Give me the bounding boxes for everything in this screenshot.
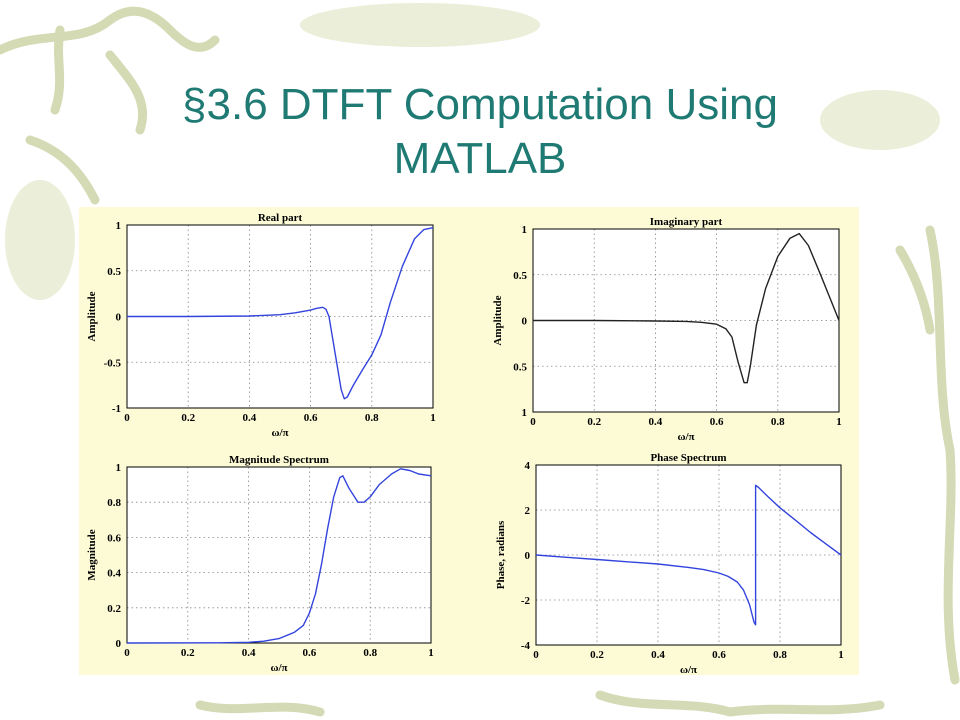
x-tick-label: 0.4 (243, 412, 257, 424)
chart-1: 0 0.2 0.4 0.6 0.8 1 1 0.5 0 -0.5 -1 Real part ω/π Amp… (86, 212, 436, 439)
matlab-figure: 0 0.2 0.4 0.6 0.8 1 1 0.5 0 -0.5 -1 Real part ω/π Amp… (86, 212, 844, 675)
y-tick-label: 0.5 (513, 270, 527, 282)
chart-title: Magnitude Spectrum (229, 454, 329, 466)
chart-3: 0 0.2 0.4 0.6 0.8 1 1 0.8 0.6 0.4 0.2 0 Magnitude Sp… (86, 454, 434, 674)
x-tick-label: 0.2 (587, 416, 601, 428)
y-tick-label: -0.5 (104, 357, 122, 369)
chart-4: 0 0.2 0.4 0.6 0.8 1 4 2 0 -2 -4 Phase Spectrum ω/π Ph… (495, 452, 844, 675)
x-tick-label: 1 (428, 647, 434, 659)
x-tick-label: 0.6 (304, 412, 318, 424)
x-tick-label: 0.6 (303, 647, 317, 659)
y-tick-label: 1 (522, 224, 528, 236)
y-tick-label: -4 (521, 640, 531, 652)
y-tick-label: 0.8 (107, 497, 121, 509)
x-tick-label: 0.2 (590, 649, 604, 661)
x-tick-label: 0 (533, 649, 539, 661)
y-tick-label: 4 (525, 460, 531, 472)
y-tick-label: 0 (522, 316, 528, 328)
x-axis-label: ω/π (271, 427, 288, 439)
x-tick-label: 0.2 (181, 647, 195, 659)
y-tick-label: 0.2 (107, 603, 121, 615)
x-tick-label: 0.4 (651, 649, 665, 661)
x-tick-label: 0.6 (712, 649, 726, 661)
series-line (126, 468, 432, 644)
x-tick-label: 0.2 (181, 412, 195, 424)
y-tick-label: -1 (112, 403, 121, 415)
slide-title-line2: MATLAB (393, 134, 567, 183)
x-axis-label: ω/π (270, 662, 287, 674)
chart-title: Real part (258, 212, 303, 224)
x-tick-label: 0.4 (242, 647, 256, 659)
y-tick-label: 1 (116, 462, 122, 474)
x-tick-label: 0.8 (771, 416, 785, 428)
y-tick-label: 0.4 (107, 568, 121, 580)
x-tick-label: 0 (530, 416, 536, 428)
y-tick-label: 0 (116, 638, 122, 650)
y-tick-label: 0 (116, 312, 122, 324)
series-line (533, 232, 840, 384)
plot-area (127, 467, 431, 643)
chart-2: 0 0.2 0.4 0.6 0.8 1 1 0.5 0 0.5 1 Imaginary part ω/π… (492, 216, 842, 443)
x-tick-label: 0 (124, 647, 130, 659)
x-tick-label: 0.8 (365, 412, 379, 424)
chart-title: Phase Spectrum (650, 452, 726, 464)
y-tick-label: 0.6 (107, 532, 121, 544)
slide-title-line1: §3.6 DTFT Computation Using (182, 80, 778, 129)
x-tick-label: 0.8 (773, 649, 787, 661)
x-axis-label: ω/π (677, 431, 694, 443)
y-tick-label: 2 (525, 505, 531, 517)
series-line (535, 484, 842, 626)
x-tick-label: 0.8 (363, 647, 377, 659)
y-axis-label: Phase, radians (495, 520, 507, 589)
x-tick-label: 1 (838, 649, 844, 661)
x-tick-label: 1 (836, 416, 842, 428)
y-tick-label: -2 (521, 595, 531, 607)
y-tick-label: 0.5 (513, 361, 527, 373)
y-tick-label: 0.5 (107, 266, 121, 278)
x-tick-label: 0.4 (649, 416, 663, 428)
x-tick-label: 0 (124, 412, 130, 424)
x-tick-label: 0.6 (710, 416, 724, 428)
y-axis-label: Magnitude (86, 529, 98, 580)
y-tick-label: 0 (525, 550, 531, 562)
y-axis-label: Amplitude (492, 295, 504, 345)
axes-frame (126, 466, 432, 644)
chart-title: Imaginary part (650, 216, 723, 228)
y-tick-label: 1 (116, 220, 122, 232)
x-tick-label: 1 (430, 412, 436, 424)
figure-panel: 0 0.2 0.4 0.6 0.8 1 1 0.5 0 -0.5 -1 Real part ω/π Amp… (79, 207, 859, 675)
y-axis-label: Amplitude (86, 291, 98, 341)
y-tick-label: 1 (522, 407, 528, 419)
series-line (127, 227, 434, 400)
slide-title: §3.6 DTFT Computation Using MATLAB (0, 78, 960, 186)
x-axis-label: ω/π (680, 664, 697, 675)
